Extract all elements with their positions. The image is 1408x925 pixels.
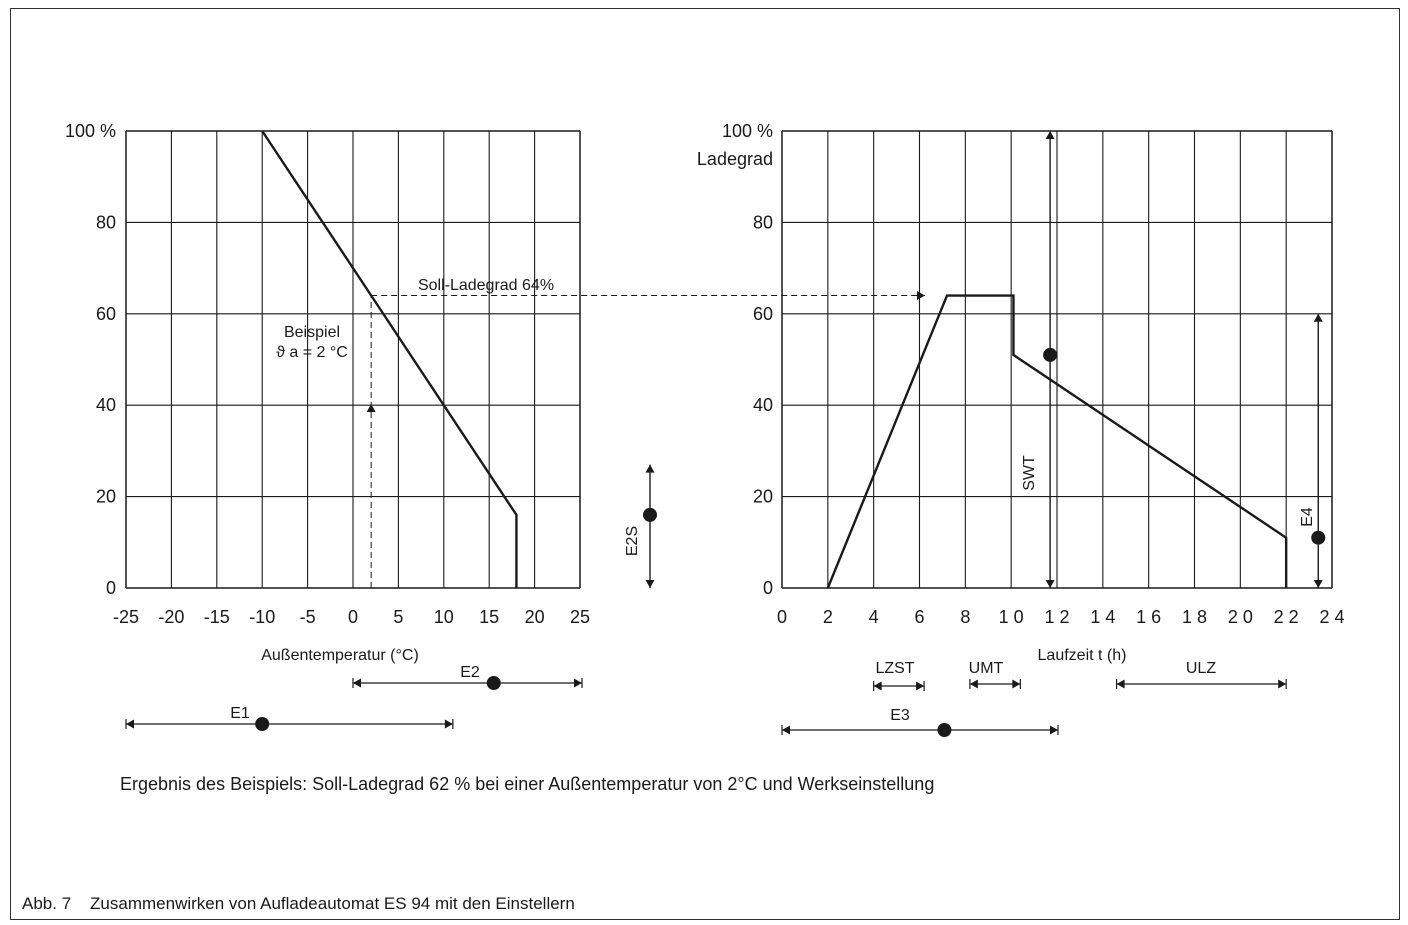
left-x-tick-label: 25 bbox=[570, 607, 590, 627]
e2-setter-label: E2 bbox=[460, 664, 480, 681]
right-y-tick-label: 80 bbox=[753, 212, 773, 232]
e3-setter-arrow-right bbox=[1050, 725, 1058, 735]
ulz-setter-arrow-left bbox=[1116, 679, 1125, 689]
left-x-tick-label: 5 bbox=[393, 607, 403, 627]
lzst-setter-arrow-left bbox=[873, 681, 882, 691]
right-series-line bbox=[826, 294, 1288, 589]
e2s-setter-dot bbox=[643, 507, 657, 522]
e4-setter-arrow-up bbox=[1313, 313, 1323, 322]
e2-setter-arrow-left bbox=[353, 678, 361, 688]
e2s-setter-label: E2S bbox=[624, 526, 641, 556]
swt-setter-label: SWT bbox=[1021, 455, 1038, 491]
umt-setter-label: UMT bbox=[969, 660, 1004, 677]
e3-setter-arrow-left bbox=[782, 725, 790, 735]
left-x-tick-label: -15 bbox=[204, 607, 230, 627]
umt-setter-arrow-left bbox=[969, 679, 978, 689]
e4-setter-arrow-down bbox=[1313, 580, 1323, 588]
right-y-tick-label: 0 bbox=[763, 578, 773, 598]
right-x-tick-label: 1 8 bbox=[1182, 607, 1207, 627]
left-series-line bbox=[261, 130, 518, 588]
right-x-tick-label: 1 2 bbox=[1044, 607, 1069, 627]
e1-setter-arrow-left bbox=[126, 719, 134, 729]
left-y-tick-label: 60 bbox=[96, 304, 116, 324]
left-y-tick-label: 40 bbox=[96, 395, 116, 415]
e4-setter-dot bbox=[1311, 530, 1326, 545]
swt-setter-arrow-up bbox=[1045, 131, 1055, 139]
umt-setter-arrow-right bbox=[1012, 679, 1021, 689]
e3-setter-dot bbox=[937, 723, 952, 737]
swt-setter-dot bbox=[1043, 347, 1058, 362]
result-text: Ergebnis des Beispiels: Soll-Ladegrad 62… bbox=[120, 774, 935, 794]
left-x-tick-label: -25 bbox=[113, 607, 139, 627]
left-y-tick-label: 0 bbox=[106, 578, 116, 598]
ulz-setter-arrow-right bbox=[1278, 679, 1287, 689]
lzst-setter-arrow-right bbox=[916, 681, 925, 691]
right-x-tick-label: 8 bbox=[960, 607, 970, 627]
right-y-axis-label: Ladegrad bbox=[697, 149, 773, 169]
example-label-value: ϑ a = 2 °C bbox=[276, 344, 348, 361]
right-y-tick-label: 100 % bbox=[722, 121, 773, 141]
right-x-tick-label: 2 4 bbox=[1319, 607, 1344, 627]
left-x-tick-label: 10 bbox=[434, 607, 454, 627]
left-x-tick-label: 15 bbox=[479, 607, 499, 627]
right-x-tick-label: 6 bbox=[914, 607, 924, 627]
right-x-tick-label: 1 4 bbox=[1090, 607, 1115, 627]
right-x-tick-label: 1 0 bbox=[999, 607, 1024, 627]
ulz-setter-label: ULZ bbox=[1186, 660, 1216, 677]
example-label-title: Beispiel bbox=[284, 324, 340, 341]
e2s-setter-arrow-up bbox=[645, 464, 655, 473]
e2-setter-dot bbox=[486, 676, 501, 690]
right-x-tick-label: 4 bbox=[869, 607, 879, 627]
right-x-tick-label: 2 0 bbox=[1228, 607, 1253, 627]
e1-setter-dot bbox=[255, 717, 270, 731]
left-x-tick-label: -5 bbox=[300, 607, 316, 627]
left-x-tick-label: -20 bbox=[158, 607, 184, 627]
lzst-setter-label: LZST bbox=[875, 660, 914, 677]
e2s-setter-arrow-down bbox=[645, 580, 655, 588]
connector-label: Soll-Ladegrad 64% bbox=[418, 277, 554, 294]
left-y-tick-label: 100 % bbox=[65, 121, 116, 141]
e3-setter-label: E3 bbox=[890, 707, 910, 724]
e1-setter-label: E1 bbox=[230, 705, 250, 722]
right-x-tick-label: 1 6 bbox=[1136, 607, 1161, 627]
right-y-tick-label: 20 bbox=[753, 487, 773, 507]
example-arrow-up bbox=[366, 404, 376, 412]
figure-frame bbox=[10, 8, 1400, 920]
figure-caption: Abb. 7 Zusammenwirken von Aufladeautomat… bbox=[22, 894, 575, 913]
right-x-axis-label: Laufzeit t (h) bbox=[1038, 647, 1127, 664]
right-y-tick-label: 60 bbox=[753, 304, 773, 324]
e4-setter-label: E4 bbox=[1299, 507, 1316, 527]
right-x-tick-label: 0 bbox=[777, 607, 787, 627]
left-y-tick-label: 80 bbox=[96, 212, 116, 232]
connector-arrow-right bbox=[917, 291, 925, 301]
e1-setter-arrow-right bbox=[444, 719, 453, 729]
right-y-tick-label: 40 bbox=[753, 395, 773, 415]
left-x-axis-label: Außentemperatur (°C) bbox=[261, 647, 419, 664]
right-x-tick-label: 2 bbox=[823, 607, 833, 627]
left-x-tick-label: 0 bbox=[348, 607, 358, 627]
left-x-tick-label: 20 bbox=[525, 607, 545, 627]
left-y-tick-label: 20 bbox=[96, 487, 116, 507]
right-x-tick-label: 2 2 bbox=[1274, 607, 1299, 627]
left-x-tick-label: -10 bbox=[249, 607, 275, 627]
e2-setter-arrow-right bbox=[574, 678, 582, 688]
swt-setter-arrow-down bbox=[1045, 580, 1055, 588]
